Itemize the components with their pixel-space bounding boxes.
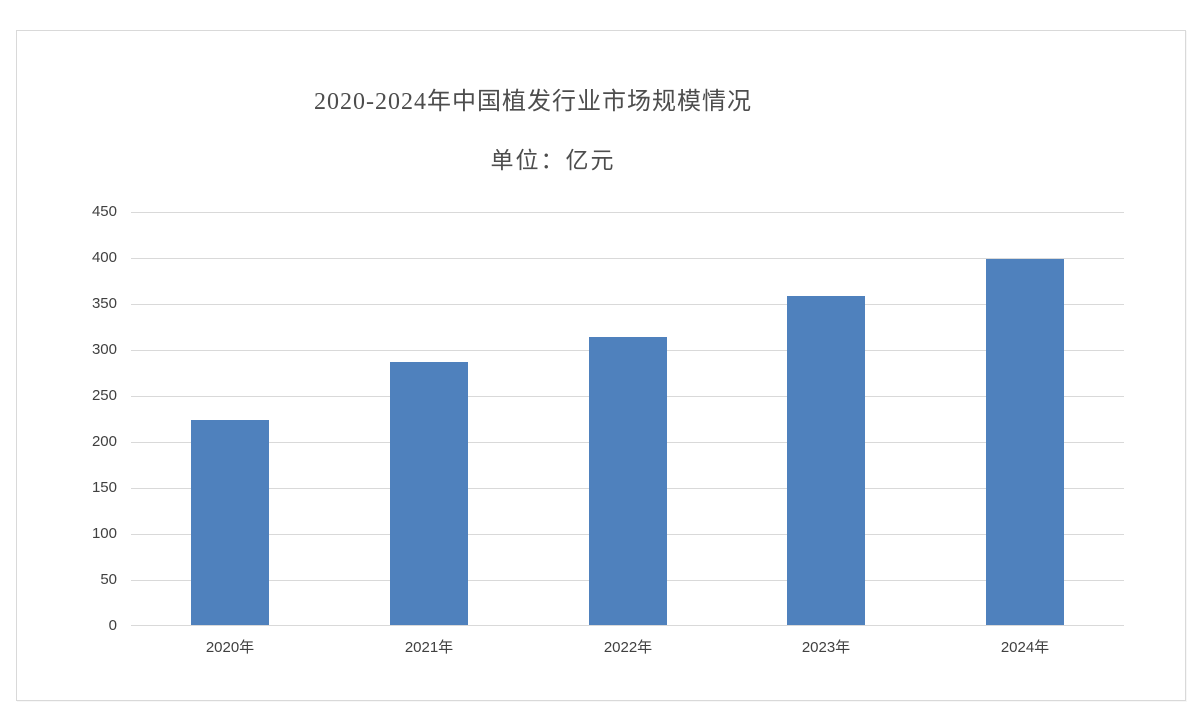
bar-2024年 xyxy=(986,259,1064,625)
y-axis-tick-label: 300 xyxy=(91,341,117,358)
chart-frame: 2020-2024年中国植发行业市场规模情况 单位：亿元 0 50 100 150 20… xyxy=(16,30,1186,701)
gridline xyxy=(131,212,1124,213)
y-axis-tick-label: 200 xyxy=(91,433,117,450)
chart-title: 2020-2024年中国植发行业市场规模情况 xyxy=(314,89,752,115)
bar-2023年 xyxy=(787,296,865,625)
bar-2022年 xyxy=(589,337,667,625)
y-axis-tick-label: 350 xyxy=(91,295,117,312)
x-axis-tick-label: 2024年 xyxy=(1000,639,1050,656)
x-axis-tick-label: 2023年 xyxy=(801,639,851,656)
y-axis-tick-label: 150 xyxy=(91,479,117,496)
plot-area: 0 50 100 150 200 250 300 350 400 450 2020年 2021年 202… xyxy=(92,203,1124,656)
x-axis-tick-label: 2022年 xyxy=(603,639,653,656)
x-axis-tick-label: 2020年 xyxy=(205,639,255,656)
gridline xyxy=(131,258,1124,259)
y-axis-tick-label: 100 xyxy=(91,525,117,542)
y-axis-tick-label: 250 xyxy=(91,387,117,404)
x-axis-line xyxy=(131,625,1124,626)
gridline xyxy=(131,304,1124,305)
y-axis-tick-label: 450 xyxy=(91,203,117,220)
chart-subtitle: 单位：亿元 xyxy=(490,148,616,173)
bar-2021年 xyxy=(390,362,468,625)
y-axis-tick-label: 50 xyxy=(100,571,117,588)
y-axis-tick-label: 400 xyxy=(91,249,117,266)
y-axis-tick-label: 0 xyxy=(108,617,117,634)
x-axis-tick-label: 2021年 xyxy=(404,639,454,656)
bar-2020年 xyxy=(191,420,269,625)
